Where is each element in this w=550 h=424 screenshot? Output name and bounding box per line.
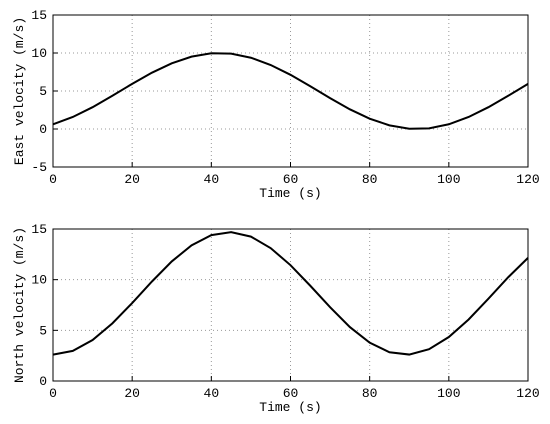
y-tick-label: 10	[31, 46, 47, 61]
x-tick-label: 20	[124, 172, 140, 187]
x-axis-label: Time (s)	[259, 400, 321, 415]
data-line	[52, 231, 529, 356]
x-tick-label: 60	[283, 172, 299, 187]
y-tick-label: 0	[39, 374, 47, 389]
axes-box	[52, 228, 529, 382]
y-tick-label: 5	[39, 323, 47, 338]
x-tick-label: 40	[204, 172, 220, 187]
y-tick-label: -5	[31, 160, 47, 175]
y-tick-label: 0	[39, 122, 47, 137]
x-tick-label: 100	[437, 172, 460, 187]
y-axis-label: North velocity (m/s)	[12, 227, 27, 383]
x-tick-label: 100	[437, 386, 460, 401]
x-tick-label: 120	[516, 386, 539, 401]
y-tick-label: 15	[31, 8, 47, 23]
x-tick-label: 60	[283, 386, 299, 401]
data-line	[52, 52, 529, 130]
x-tick-label: 120	[516, 172, 539, 187]
x-tick-label: 0	[49, 386, 57, 401]
x-axis-label: Time (s)	[259, 186, 321, 201]
y-tick-label: 15	[31, 222, 47, 237]
axes-box	[52, 14, 529, 168]
y-tick-label: 10	[31, 273, 47, 288]
x-tick-label: 20	[124, 386, 140, 401]
x-tick-label: 0	[49, 172, 57, 187]
x-tick-label: 40	[204, 386, 220, 401]
x-tick-label: 80	[362, 386, 378, 401]
y-axis-label: East velocity (m/s)	[12, 17, 27, 165]
x-tick-label: 80	[362, 172, 378, 187]
y-tick-label: 5	[39, 84, 47, 99]
